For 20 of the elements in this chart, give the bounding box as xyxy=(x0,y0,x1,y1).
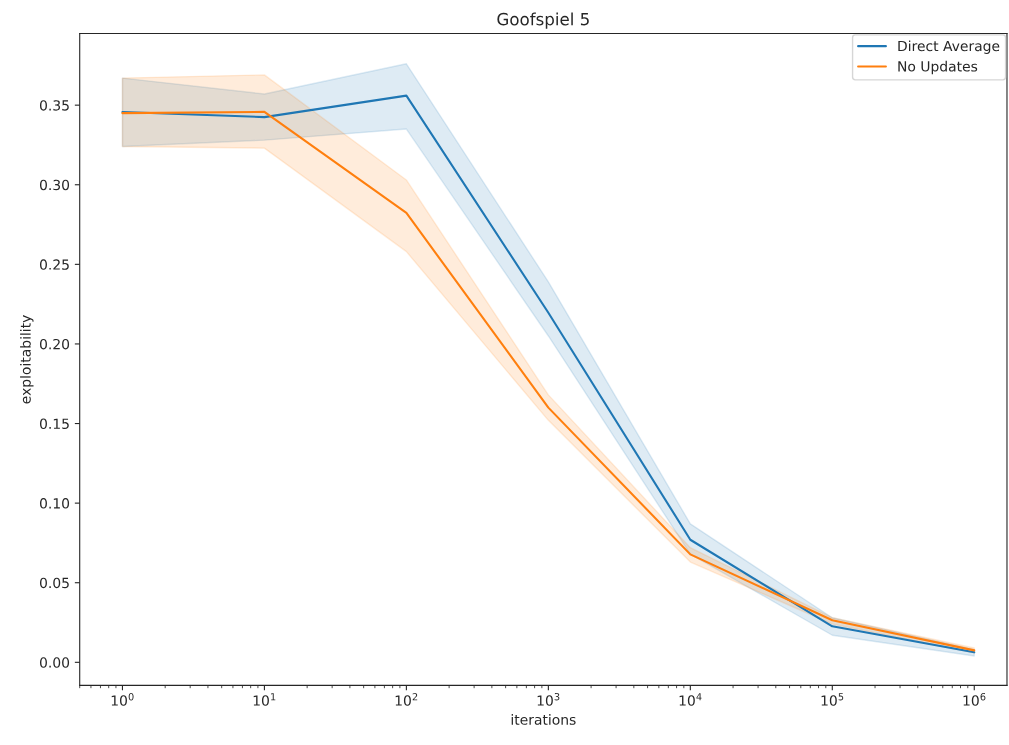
legend-label: Direct Average xyxy=(898,40,1000,54)
y-tick-label: 0.05 xyxy=(39,577,69,589)
chart-title: Goofspiel 5 xyxy=(497,12,589,29)
x-tick-label: 10$^{0}$ xyxy=(111,693,134,706)
x-tick-label: 10$^{1}$ xyxy=(253,693,276,706)
y-tick-label: 0.35 xyxy=(39,100,69,111)
y-tick-label: 0.00 xyxy=(39,657,70,668)
x-tick-label: 10$^{3}$ xyxy=(537,693,560,706)
y-axis-title: exploitability xyxy=(20,315,34,404)
x-tick-label: 10$^{4}$ xyxy=(679,693,702,706)
y-tick-label: 0.30 xyxy=(39,179,70,191)
x-tick-label: 10$^{5}$ xyxy=(821,693,844,706)
y-tick-label: 0.20 xyxy=(39,338,70,350)
legend-label: No Updates xyxy=(898,60,978,75)
y-tick-label: 0.15 xyxy=(39,418,69,430)
y-tick-label: 0.10 xyxy=(39,498,70,509)
x-axis-title: iterations xyxy=(511,714,576,725)
y-tick-label: 0.25 xyxy=(39,259,69,270)
x-tick-label: 10$^{2}$ xyxy=(395,693,418,706)
x-tick-label: 10$^{6}$ xyxy=(963,693,986,706)
